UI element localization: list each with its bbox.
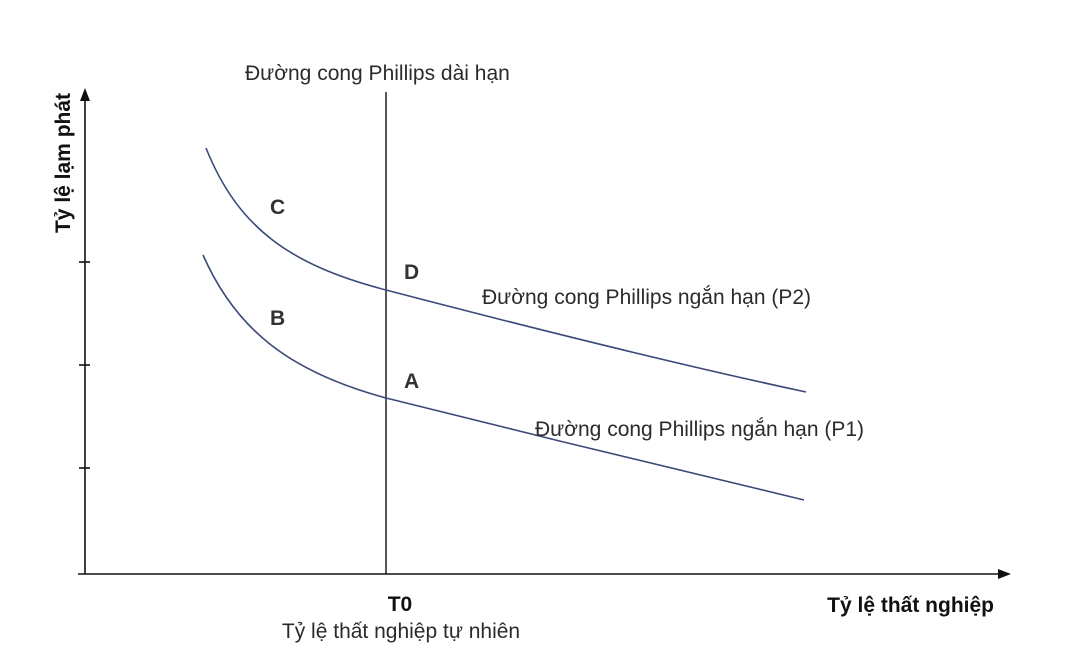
point-d-label: D bbox=[404, 261, 419, 284]
short-run-p1-label: Đường cong Phillips ngắn hạn (P1) bbox=[535, 418, 864, 441]
x-axis-title: Tỷ lệ thất nghiệp bbox=[827, 594, 994, 617]
point-b-label: B bbox=[270, 307, 285, 330]
short-run-curve-p2 bbox=[205, 147, 807, 393]
y-axis-title: Tỷ lệ lạm phát bbox=[52, 93, 75, 233]
short-run-curve-p1 bbox=[202, 254, 805, 501]
long-run-curve-label: Đường cong Phillips dài hạn bbox=[245, 62, 510, 85]
short-run-p2-label: Đường cong Phillips ngắn hạn (P2) bbox=[482, 286, 811, 309]
t0-label: T0 bbox=[388, 593, 413, 616]
point-a-label: A bbox=[404, 370, 419, 393]
natural-rate-label: Tỷ lệ thất nghiệp tự nhiên bbox=[282, 620, 520, 643]
point-c-label: C bbox=[270, 196, 285, 219]
y-axis-arrow-icon bbox=[80, 88, 90, 101]
x-axis-arrow-icon bbox=[998, 569, 1011, 579]
